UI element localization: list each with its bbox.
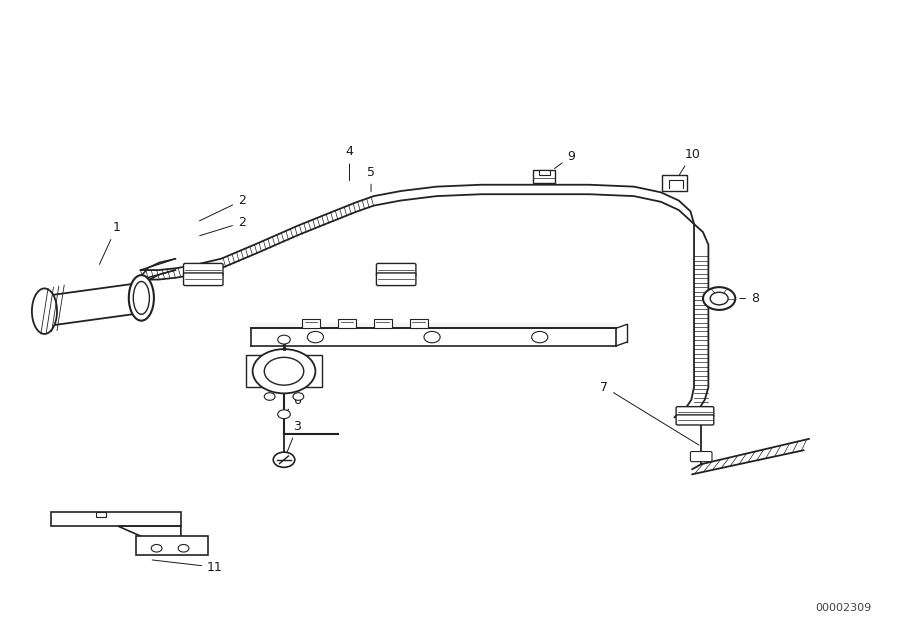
FancyBboxPatch shape xyxy=(690,451,712,462)
FancyBboxPatch shape xyxy=(676,415,714,425)
Text: 7: 7 xyxy=(600,380,699,445)
Bar xyxy=(247,356,266,387)
Text: 2: 2 xyxy=(200,216,246,236)
Text: 10: 10 xyxy=(680,148,700,175)
Circle shape xyxy=(703,287,735,310)
Text: 1: 1 xyxy=(99,221,121,264)
FancyBboxPatch shape xyxy=(376,264,416,276)
Circle shape xyxy=(307,331,323,343)
Ellipse shape xyxy=(129,275,154,321)
Circle shape xyxy=(532,331,548,343)
FancyBboxPatch shape xyxy=(184,273,223,286)
Text: 5: 5 xyxy=(367,166,375,191)
Ellipse shape xyxy=(32,288,57,334)
Circle shape xyxy=(293,392,304,400)
Circle shape xyxy=(265,392,275,400)
Bar xyxy=(304,356,321,387)
Circle shape xyxy=(253,349,315,393)
FancyBboxPatch shape xyxy=(376,273,416,286)
Circle shape xyxy=(151,544,162,552)
Bar xyxy=(534,170,555,184)
Bar xyxy=(338,319,356,328)
Bar xyxy=(374,319,392,328)
Bar xyxy=(539,170,550,175)
Circle shape xyxy=(710,292,728,305)
Bar xyxy=(95,512,106,517)
Text: 11: 11 xyxy=(152,560,223,574)
Ellipse shape xyxy=(133,281,149,314)
Text: 6: 6 xyxy=(286,394,302,411)
Text: 3: 3 xyxy=(285,420,302,457)
Circle shape xyxy=(274,452,295,467)
Circle shape xyxy=(424,331,440,343)
Circle shape xyxy=(178,544,189,552)
Text: 00002309: 00002309 xyxy=(815,603,872,613)
Circle shape xyxy=(265,358,304,385)
Bar xyxy=(302,319,320,328)
Polygon shape xyxy=(50,512,181,526)
Bar xyxy=(410,319,427,328)
Text: 8: 8 xyxy=(740,292,759,305)
Text: 9: 9 xyxy=(554,150,575,168)
FancyBboxPatch shape xyxy=(184,264,223,276)
Text: 4: 4 xyxy=(346,145,354,181)
Circle shape xyxy=(278,335,291,344)
Polygon shape xyxy=(118,526,181,542)
Text: 2: 2 xyxy=(200,194,246,221)
Circle shape xyxy=(278,410,291,418)
Bar xyxy=(662,175,687,191)
FancyBboxPatch shape xyxy=(676,406,714,417)
Polygon shape xyxy=(136,535,208,554)
